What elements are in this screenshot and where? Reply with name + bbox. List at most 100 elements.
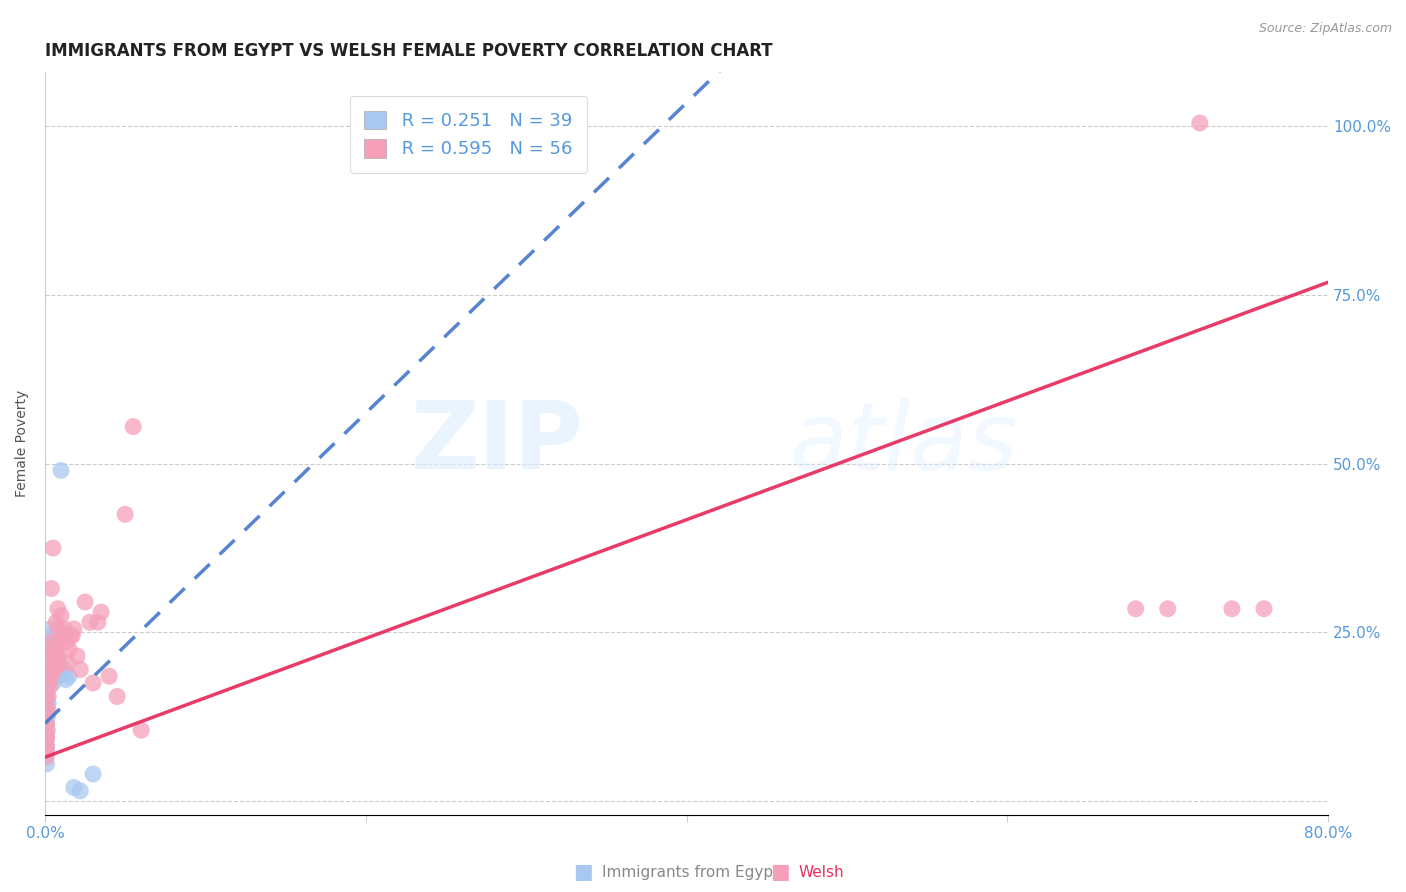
Text: ■: ■ [770,863,790,882]
Point [42,676,65,690]
Point [38,652,60,666]
Text: Source: ZipAtlas.com: Source: ZipAtlas.com [1258,22,1392,36]
Point [90,605,112,619]
Point [105,690,128,704]
Point [38,665,60,680]
Point [41,642,63,657]
Point [35,706,58,721]
Point [38,648,60,663]
Point [38,622,60,636]
Point [42,656,65,670]
Point [37,696,59,710]
Point [58,669,80,683]
Point [35,703,58,717]
Point [38,663,60,677]
Point [46,648,69,663]
Point [129,723,152,738]
Point [122,419,145,434]
Point [41,642,63,657]
Point [35,730,58,744]
Point [44,648,66,663]
Point [42,669,65,683]
Point [53,622,76,636]
Point [37,723,59,738]
Point [35,690,58,704]
Point [49,463,72,477]
Point [52,629,75,643]
Text: ■: ■ [574,863,593,882]
Point [55,673,77,687]
Text: Welsh: Welsh [799,865,844,880]
Point [41,582,63,596]
Point [48,656,70,670]
Point [35,733,58,747]
Point [35,737,58,751]
Point [58,642,80,657]
Point [114,508,136,522]
Point [35,737,58,751]
Point [35,726,58,740]
Point [35,730,58,744]
Point [63,622,86,636]
Point [35,730,58,744]
Point [37,709,59,723]
Point [35,740,58,755]
Point [38,679,60,693]
Point [37,642,59,657]
Point [46,601,69,615]
Y-axis label: Female Poverty: Female Poverty [15,390,30,497]
Point [37,676,59,690]
Text: Immigrants from Egypt: Immigrants from Egypt [602,865,779,880]
Point [1220,601,1243,615]
Point [38,635,60,649]
Point [37,676,59,690]
Point [35,756,58,771]
Point [42,541,65,555]
Point [98,669,121,683]
Point [35,740,58,755]
Point [60,629,83,643]
Point [53,663,76,677]
Point [41,629,63,643]
Point [35,743,58,757]
Point [38,635,60,649]
Point [39,659,62,673]
Point [66,648,89,663]
Text: IMMIGRANTS FROM EGYPT VS WELSH FEMALE POVERTY CORRELATION CHART: IMMIGRANTS FROM EGYPT VS WELSH FEMALE PO… [45,42,773,60]
Point [35,716,58,731]
Point [49,608,72,623]
Point [59,629,82,643]
Point [35,696,58,710]
Legend:  R = 0.251   N = 39,  R = 0.595   N = 56: R = 0.251 N = 39, R = 0.595 N = 56 [350,96,588,173]
Point [35,750,58,764]
Point [55,635,77,649]
Point [48,635,70,649]
Point [45,663,67,677]
Point [35,743,58,757]
Point [82,767,104,781]
Point [69,784,91,798]
Point [41,669,63,683]
Point [56,656,79,670]
Point [49,665,72,680]
Point [35,686,58,700]
Point [63,780,86,795]
Point [82,676,104,690]
Point [35,747,58,761]
Point [1188,116,1211,130]
Point [37,703,59,717]
Point [35,716,58,731]
Text: atlas: atlas [789,398,1018,489]
Point [42,663,65,677]
Point [1157,601,1180,615]
Point [75,595,97,609]
Point [46,622,69,636]
Point [1253,601,1275,615]
Point [45,615,67,630]
Point [45,646,67,660]
Text: ZIP: ZIP [411,398,583,490]
Point [79,615,101,630]
Point [44,663,66,677]
Point [1125,601,1147,615]
Point [87,615,110,630]
